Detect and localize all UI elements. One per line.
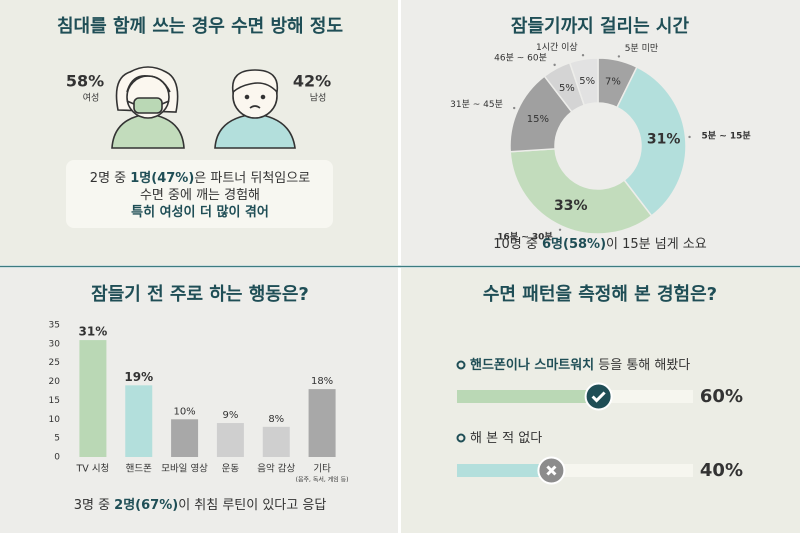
text-segment: 해 본 적 없다 xyxy=(470,431,542,446)
value-label: 5% xyxy=(579,76,595,87)
chart-title: 침대를 함께 쓰는 경우 수면 방해 정도 xyxy=(57,15,343,37)
value-label: 60% xyxy=(700,386,743,407)
x-tick-label: 음악 감상 xyxy=(257,463,295,475)
text-segment: 6명(58%) xyxy=(542,236,606,252)
y-tick-label: 10 xyxy=(49,415,61,425)
item-label: 핸드폰이나 스마트워치 등을 통해 해봤다 xyxy=(470,357,690,373)
text-segment: 2명(67%) xyxy=(114,497,178,513)
chart-title: 잠들기 전 주로 하는 행동은? xyxy=(91,284,309,305)
y-tick-label: 0 xyxy=(54,453,60,463)
value-label: 33% xyxy=(554,198,588,214)
y-tick-label: 15 xyxy=(49,396,60,406)
bar xyxy=(79,340,107,457)
bullet xyxy=(456,433,466,443)
value-label: 31% xyxy=(79,325,108,339)
text-segment: 등을 통해 해봤다 xyxy=(594,358,690,373)
chart-title: 수면 패턴을 측정해 본 경험은? xyxy=(483,283,717,305)
note-box xyxy=(66,160,333,228)
x-icon xyxy=(546,465,557,476)
category-label: 16분 ~ 30분 xyxy=(497,232,552,243)
x-tick-label: 모바일 영상 xyxy=(161,464,208,475)
text-segment: 3명 중 xyxy=(74,498,114,513)
value-label: 58% xyxy=(66,72,104,91)
female-icon xyxy=(111,66,185,149)
category-label: 46분 ~ 60분 xyxy=(494,52,547,63)
category-label: 여성 xyxy=(83,92,100,104)
donut-slice xyxy=(616,66,687,217)
y-tick-label: 5 xyxy=(54,434,60,444)
leader-dot xyxy=(553,63,556,67)
note-line: 수면 중에 깨는 경험해 xyxy=(140,188,260,203)
note-line: 특히 여성이 더 많이 겪어 xyxy=(131,204,269,220)
note-line: 10명 중 6명(58%)이 15분 넘게 소요 xyxy=(493,236,706,252)
text-segment: 2명 중 xyxy=(90,171,130,186)
category-footnote: (음주, 독서, 게임 등) xyxy=(296,476,349,484)
category-label: 5분 ~ 15분 xyxy=(702,131,751,142)
text-segment: 이 취침 루틴이 있다고 응답 xyxy=(178,498,326,513)
y-tick-label: 30 xyxy=(49,339,61,349)
y-tick-label: 20 xyxy=(49,377,61,387)
text-segment: 특히 여성이 더 많이 겪어 xyxy=(131,204,269,220)
value-label: 8% xyxy=(268,414,284,425)
text-segment: 은 파트너 뒤척임으로 xyxy=(194,171,310,186)
x-tick-label: 기타 xyxy=(313,464,331,475)
value-label: 9% xyxy=(222,410,238,421)
donut-slice xyxy=(509,148,653,235)
y-tick-label: 25 xyxy=(49,358,60,368)
leader-dot xyxy=(617,55,621,58)
progress-bar xyxy=(457,390,599,403)
note-line: 2명 중 1명(47%)은 파트너 뒤척임으로 xyxy=(90,170,310,186)
leader-dot xyxy=(581,54,585,57)
text-segment: 10명 중 xyxy=(493,237,542,252)
category-label: 31분 ~ 45분 xyxy=(450,99,503,110)
x-tick-label: 핸드폰 xyxy=(126,463,152,475)
bar xyxy=(216,423,244,457)
category-label: 5분 미만 xyxy=(625,43,658,54)
chart-title: 잠들기까지 걸리는 시간 xyxy=(511,15,690,37)
bar xyxy=(125,385,153,457)
text-segment: 1명(47%) xyxy=(130,170,194,186)
donut-slice xyxy=(568,57,599,107)
x-tick-label: TV 시청 xyxy=(76,464,110,475)
male-icon xyxy=(214,69,296,149)
value-label: 7% xyxy=(605,77,621,88)
x-tick-label: 운동 xyxy=(222,464,240,475)
bar xyxy=(171,419,199,457)
text-segment: 이 15분 넘게 소요 xyxy=(606,237,707,252)
item-label: 해 본 적 없다 xyxy=(470,431,542,446)
y-tick-label: 35 xyxy=(49,321,60,331)
value-label: 42% xyxy=(293,72,331,91)
value-label: 15% xyxy=(527,114,549,125)
leader-dot xyxy=(688,135,691,139)
note-line: 3명 중 2명(67%)이 취침 루틴이 있다고 응답 xyxy=(74,497,327,513)
value-label: 19% xyxy=(124,370,153,384)
bar xyxy=(308,389,336,457)
leader-dot xyxy=(513,106,516,110)
bar xyxy=(262,426,290,457)
text-segment: 핸드폰이나 스마트워치 xyxy=(470,357,594,373)
value-label: 40% xyxy=(700,460,743,481)
category-label: 남성 xyxy=(310,93,327,104)
bullet xyxy=(456,360,466,370)
value-label: 5% xyxy=(559,83,575,94)
leader-dot xyxy=(558,228,562,231)
value-label: 10% xyxy=(173,406,195,417)
category-label: 1시간 이상 xyxy=(536,42,578,53)
value-label: 31% xyxy=(647,132,681,148)
text-segment: 수면 중에 깨는 경험해 xyxy=(140,188,260,203)
value-label: 18% xyxy=(311,376,333,387)
check-icon xyxy=(591,391,606,403)
progress-bar xyxy=(457,464,552,477)
